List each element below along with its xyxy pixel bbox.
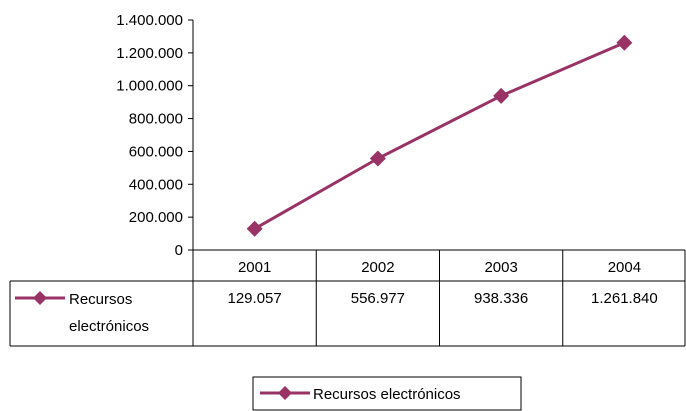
y-tick-label: 600.000 bbox=[129, 143, 183, 160]
y-tick-label: 200.000 bbox=[129, 209, 183, 226]
x-tick-label: 2003 bbox=[484, 259, 517, 276]
data-label: 556.977 bbox=[351, 290, 405, 307]
y-tick-label: 1.400.000 bbox=[116, 12, 183, 29]
y-tick-label: 400.000 bbox=[129, 176, 183, 193]
data-point bbox=[493, 87, 510, 104]
y-tick-label: 1.200.000 bbox=[116, 45, 183, 62]
data-label: 1.261.840 bbox=[591, 290, 658, 307]
legend-entry: Recursos electrónicos bbox=[313, 386, 461, 403]
series-recursos-electronicos bbox=[246, 34, 633, 237]
legend-key-marker bbox=[278, 386, 292, 400]
data-table: 2001 2002 2003 2004 129.057 556.977 938.336 1.2… bbox=[9, 249, 686, 347]
y-tick-label: 0 bbox=[175, 242, 183, 259]
data-point bbox=[369, 150, 386, 167]
data-point bbox=[246, 220, 263, 237]
x-tick-label: 2001 bbox=[238, 259, 271, 276]
table-series-key-marker bbox=[33, 291, 47, 305]
y-tick-label: 800.000 bbox=[129, 111, 183, 128]
data-label: 938.336 bbox=[474, 290, 528, 307]
y-axis: 0 200.000 400.000 600.000 800.000 1.000.000 1.… bbox=[116, 12, 194, 259]
series-line bbox=[253, 41, 625, 231]
data-label: 129.057 bbox=[228, 290, 282, 307]
data-point bbox=[616, 34, 633, 51]
x-tick-label: 2002 bbox=[361, 259, 394, 276]
y-tick-label: 1.000.000 bbox=[116, 78, 183, 95]
table-series-name: Recursos electrónicos bbox=[69, 291, 149, 335]
legend: Recursos electrónicos bbox=[252, 376, 522, 411]
x-tick-label: 2004 bbox=[608, 259, 641, 276]
